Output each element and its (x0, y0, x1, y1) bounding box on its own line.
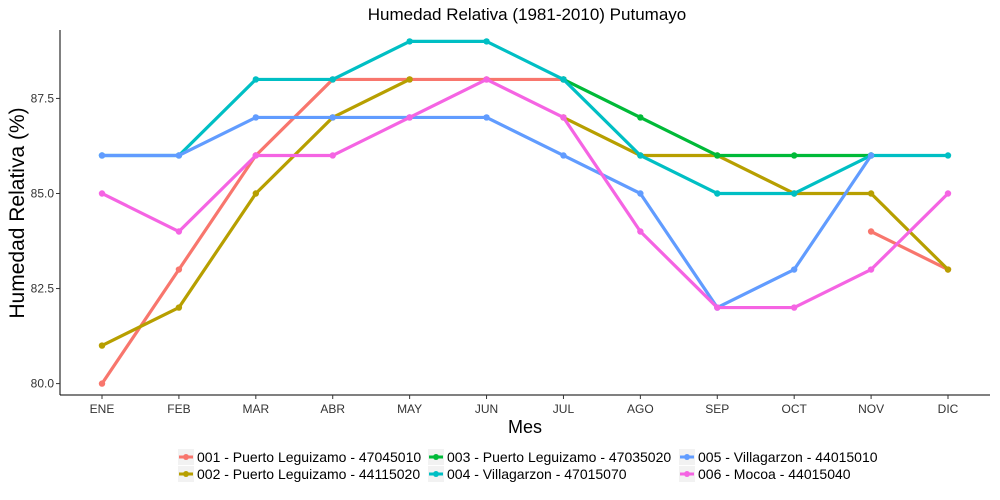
series-line (561, 77, 873, 158)
x-tick-label: ABR (320, 402, 345, 416)
data-point (98, 380, 106, 387)
y-tick-label: 87.5 (31, 91, 55, 105)
data-point (98, 190, 106, 197)
legend-item-5: 005 - Villagarzon - 44015010 (679, 449, 878, 465)
legend-swatch-point (433, 471, 439, 477)
x-tick-label: JUL (553, 402, 575, 416)
data-point (944, 266, 952, 273)
data-point (637, 152, 644, 159)
series-line (561, 115, 950, 272)
data-point (790, 152, 798, 159)
legend-label: 005 - Villagarzon - 44015010 (698, 449, 878, 465)
data-point (175, 152, 183, 159)
legend-swatch-point (684, 471, 690, 477)
data-point (637, 114, 644, 121)
legend-label: 006 - Mocoa - 44015040 (698, 466, 851, 482)
y-axis-title: Humedad Relativa (%) (6, 107, 29, 318)
data-point (867, 266, 875, 273)
data-point (790, 266, 798, 273)
legend-swatch-point (433, 454, 439, 460)
data-point (790, 190, 798, 197)
data-point (637, 228, 644, 235)
data-point (329, 152, 336, 159)
x-tick-label: MAY (397, 402, 422, 416)
legend-label: 001 - Puerto Leguizamo - 47045010 (197, 449, 421, 465)
series-5 (98, 114, 875, 311)
y-tick-label: 82.5 (31, 282, 55, 296)
series-line (100, 39, 950, 196)
data-point (867, 190, 875, 197)
axes: 80.0 82.5 85.0 87.5 ENE FEB MAR ABR MAY JUN JUL AGO… (31, 30, 990, 416)
data-point (406, 76, 413, 83)
legend-label: 004 - Villagarzon - 47015070 (447, 466, 627, 482)
data-point (483, 38, 490, 45)
series-4 (98, 38, 952, 197)
data-point (252, 114, 260, 121)
x-tick-label: ENE (90, 402, 115, 416)
x-tick-label: SEP (705, 402, 729, 416)
data-point (175, 304, 183, 311)
data-point (483, 114, 490, 121)
y-tick-label: 85.0 (31, 186, 55, 200)
series-layer (98, 38, 952, 387)
data-point (944, 190, 952, 197)
x-tick-label: MAR (242, 402, 269, 416)
data-point (406, 38, 413, 45)
legend-label: 003 - Puerto Leguizamo - 47035020 (447, 449, 671, 465)
data-point (560, 152, 567, 159)
data-point (560, 76, 567, 83)
data-point (483, 76, 490, 83)
data-point (867, 228, 875, 235)
data-point (637, 190, 644, 197)
series-line (100, 77, 950, 310)
x-tick-label: NOV (858, 402, 884, 416)
x-tick-label: JUN (475, 402, 498, 416)
legend-label: 002 - Puerto Leguizamo - 44115020 (197, 466, 420, 482)
legend-item-4: 004 - Villagarzon - 47015070 (428, 466, 627, 482)
data-point (98, 152, 106, 159)
data-point (252, 76, 260, 83)
legend-item-6: 006 - Mocoa - 44015040 (679, 466, 851, 482)
legend-swatch-point (684, 454, 690, 460)
series-6 (98, 76, 952, 311)
chart-title: Humedad Relativa (1981-2010) Putumayo (368, 5, 686, 24)
series-3 (560, 76, 875, 159)
data-point (329, 76, 336, 83)
data-point (175, 266, 183, 273)
legend-item-1: 001 - Puerto Leguizamo - 47045010 (178, 449, 421, 465)
data-point (252, 152, 260, 159)
legend-item-2: 002 - Puerto Leguizamo - 44115020 (178, 466, 420, 482)
data-point (867, 152, 875, 159)
series-line (100, 77, 566, 386)
x-tick-label: OCT (782, 402, 808, 416)
data-point (406, 114, 413, 121)
data-point (714, 152, 721, 159)
y-tick-label: 80.0 (31, 377, 55, 391)
data-point (175, 228, 183, 235)
data-point (252, 190, 260, 197)
x-axis-title: Mes (508, 417, 542, 437)
data-point (329, 114, 336, 121)
series-2 (98, 76, 952, 349)
data-point (790, 304, 798, 311)
x-tick-label: AGO (627, 402, 654, 416)
legend-swatch-point (183, 471, 189, 477)
series-line (869, 229, 950, 272)
x-tick-label: DIC (938, 402, 959, 416)
legend-item-3: 003 - Puerto Leguizamo - 47035020 (428, 449, 671, 465)
legend-swatch-point (183, 454, 189, 460)
data-point (714, 304, 721, 311)
data-point (944, 152, 952, 159)
data-point (560, 114, 567, 121)
data-point (714, 190, 721, 197)
x-tick-label: FEB (167, 402, 190, 416)
series-1 (98, 76, 952, 387)
data-point (98, 342, 106, 349)
